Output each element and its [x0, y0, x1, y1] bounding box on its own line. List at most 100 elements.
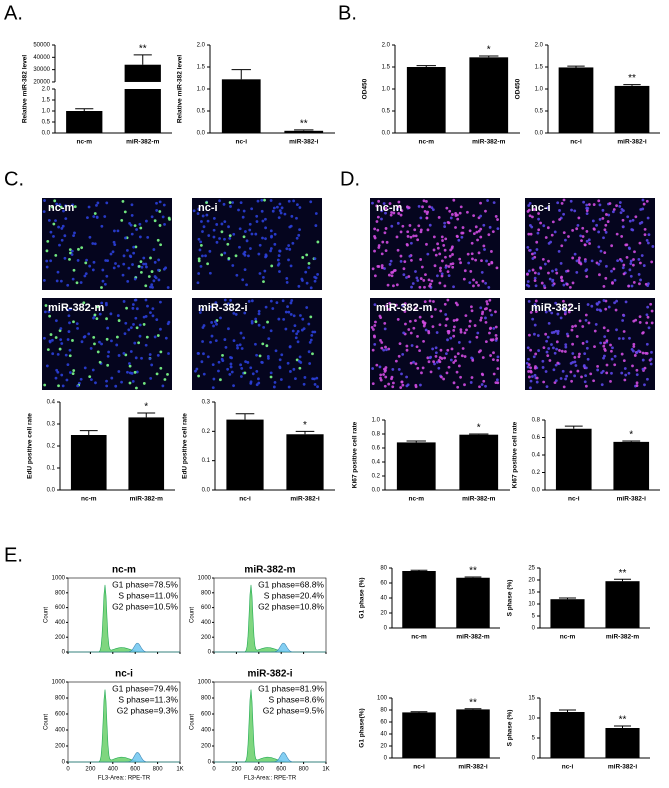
cell	[260, 209, 264, 213]
cell	[392, 269, 396, 273]
cell	[380, 341, 384, 344]
cell	[379, 373, 383, 377]
y-tick-label: 0	[62, 760, 66, 766]
cell	[309, 315, 313, 319]
y-axis-label: S phase (%)	[507, 580, 514, 617]
cell	[373, 303, 377, 307]
cell	[529, 310, 533, 314]
cell	[443, 225, 447, 228]
cell	[198, 311, 202, 314]
cell	[443, 248, 447, 252]
cell	[292, 314, 296, 318]
panel-label: D.	[340, 168, 360, 190]
cell	[620, 235, 624, 238]
cell	[454, 359, 457, 363]
cell	[383, 384, 387, 388]
cell	[461, 231, 465, 235]
cell	[459, 375, 462, 379]
cell	[428, 299, 432, 303]
cell	[379, 376, 382, 380]
image-label: miR-382-i	[198, 302, 248, 314]
cell	[167, 216, 171, 220]
y-tick-label: 400	[55, 620, 66, 626]
cell	[544, 310, 548, 314]
cell	[263, 198, 266, 202]
cell	[147, 275, 151, 278]
cell	[571, 256, 575, 260]
cell	[202, 225, 206, 229]
cell	[562, 212, 566, 216]
cell	[150, 283, 154, 287]
cell	[583, 380, 587, 384]
cell	[110, 376, 114, 380]
cell	[75, 281, 79, 285]
cell	[436, 246, 440, 250]
cell	[452, 328, 456, 332]
cell	[45, 364, 49, 368]
cell	[166, 372, 169, 376]
cell	[534, 352, 538, 356]
image-label: nc-m	[376, 202, 403, 214]
cell	[460, 235, 464, 239]
y-tick-label: 0	[208, 650, 212, 656]
cell	[562, 299, 565, 303]
cell	[403, 310, 407, 313]
cell	[547, 259, 550, 263]
cell	[70, 253, 74, 256]
cell	[542, 224, 546, 228]
cell	[214, 320, 217, 324]
cell	[228, 237, 232, 240]
cell	[155, 372, 159, 376]
y-tick-label: 1.0	[42, 109, 51, 115]
cell	[202, 372, 206, 376]
cell	[270, 234, 273, 238]
cell	[373, 274, 377, 278]
cell	[288, 345, 292, 349]
cell	[447, 330, 451, 334]
cell	[93, 242, 97, 246]
cell	[445, 317, 449, 321]
cell	[392, 211, 396, 215]
cell	[597, 245, 601, 249]
cell	[248, 222, 252, 226]
cell	[600, 383, 604, 387]
cell	[375, 363, 379, 367]
y-tick-label: 15	[528, 696, 535, 702]
cell	[273, 232, 277, 236]
cell	[105, 384, 109, 388]
cell	[57, 225, 61, 229]
cell	[132, 251, 136, 255]
cell	[373, 249, 376, 253]
cell	[373, 324, 377, 327]
y-tick-label: 0.0	[202, 488, 211, 494]
cell	[494, 310, 497, 314]
cell	[570, 328, 574, 332]
cell	[440, 357, 444, 360]
cell	[212, 377, 216, 381]
cell	[431, 208, 435, 212]
cell	[440, 259, 444, 263]
cell	[388, 262, 392, 266]
cell	[93, 212, 97, 215]
y-tick-label: 2.0	[535, 43, 544, 49]
cell	[575, 335, 579, 338]
cell	[425, 242, 428, 246]
cell	[528, 214, 532, 218]
cell	[632, 319, 636, 323]
cell	[54, 376, 58, 380]
cell	[527, 269, 531, 273]
cell	[598, 203, 602, 207]
cell	[63, 256, 67, 260]
cell	[227, 327, 230, 331]
cell	[239, 201, 243, 205]
cell	[212, 235, 216, 239]
cell	[611, 210, 615, 214]
cell	[133, 277, 137, 281]
cell	[491, 358, 495, 362]
cell	[135, 386, 138, 390]
cell	[445, 352, 448, 356]
cell	[571, 325, 574, 328]
cell	[133, 370, 137, 374]
cell	[479, 318, 483, 322]
cell	[409, 331, 413, 335]
